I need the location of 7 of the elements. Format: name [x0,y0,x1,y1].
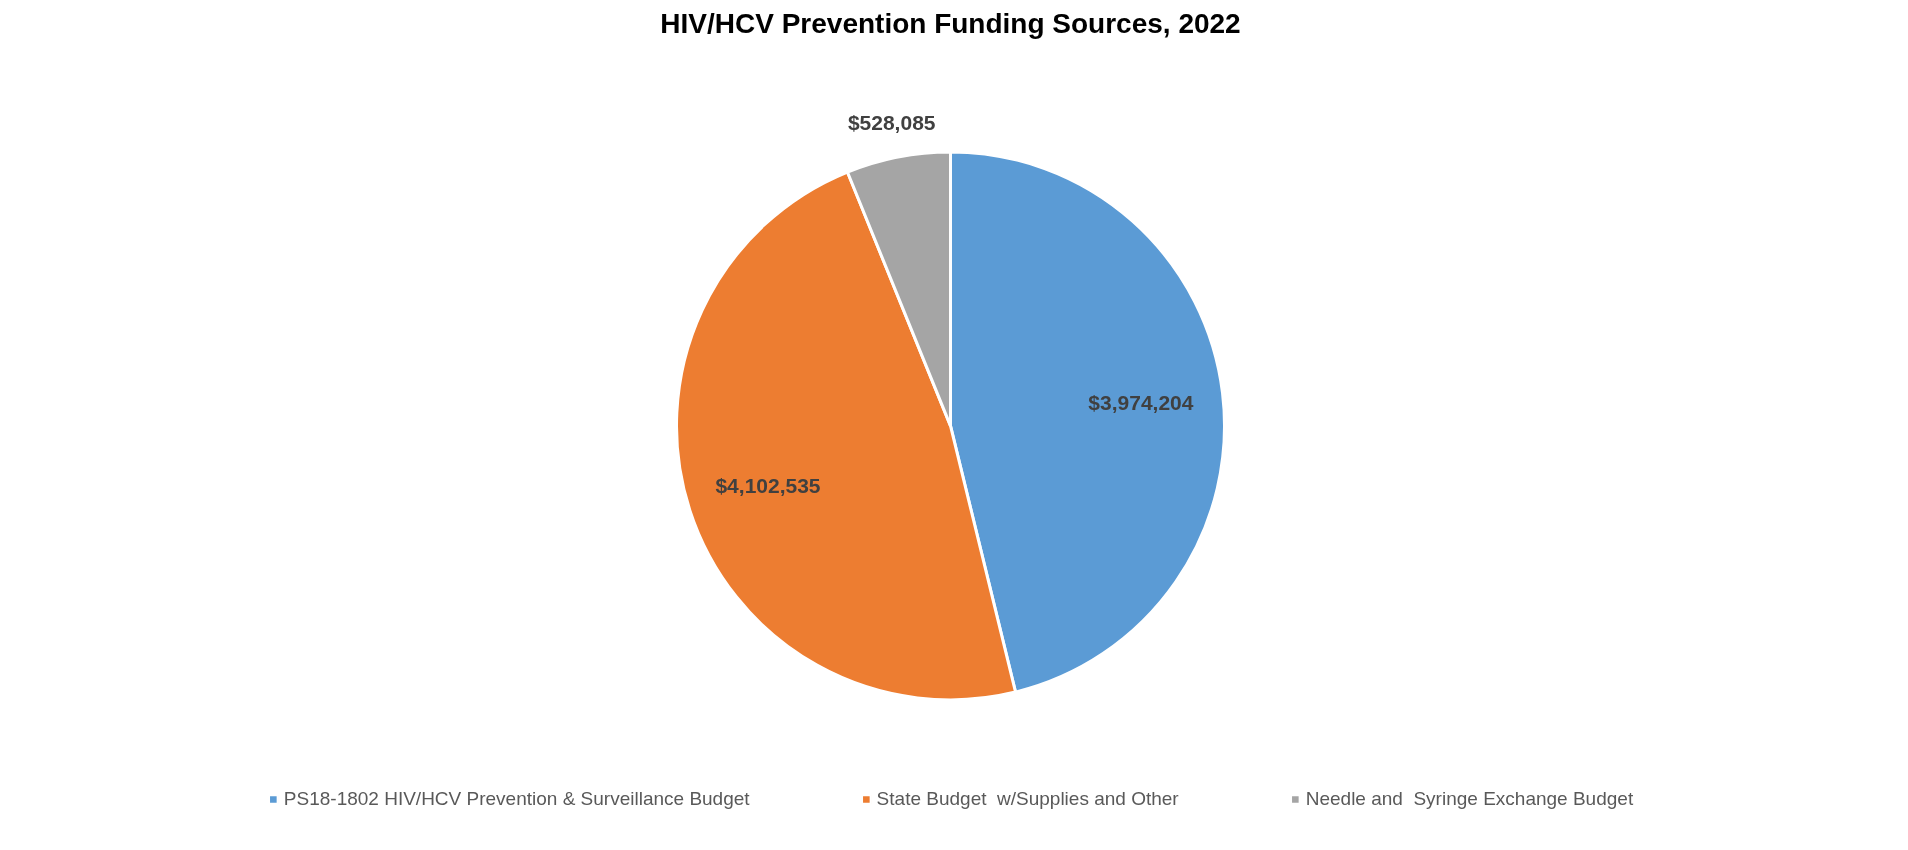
legend-label: PS18-1802 HIV/HCV Prevention & Surveillance Budget [283,788,750,810]
data-label: $4,102,535 [715,473,821,497]
legend-label: State Budget w/Supplies and Other [876,788,1179,810]
legend-label: Needle and Syringe Exchange Budget [1305,788,1634,810]
chart-title: HIV/HCV Prevention Funding Sources, 2022 [660,7,1241,39]
data-label: $3,974,204 [1088,391,1194,415]
data-label: $528,085 [847,110,936,134]
